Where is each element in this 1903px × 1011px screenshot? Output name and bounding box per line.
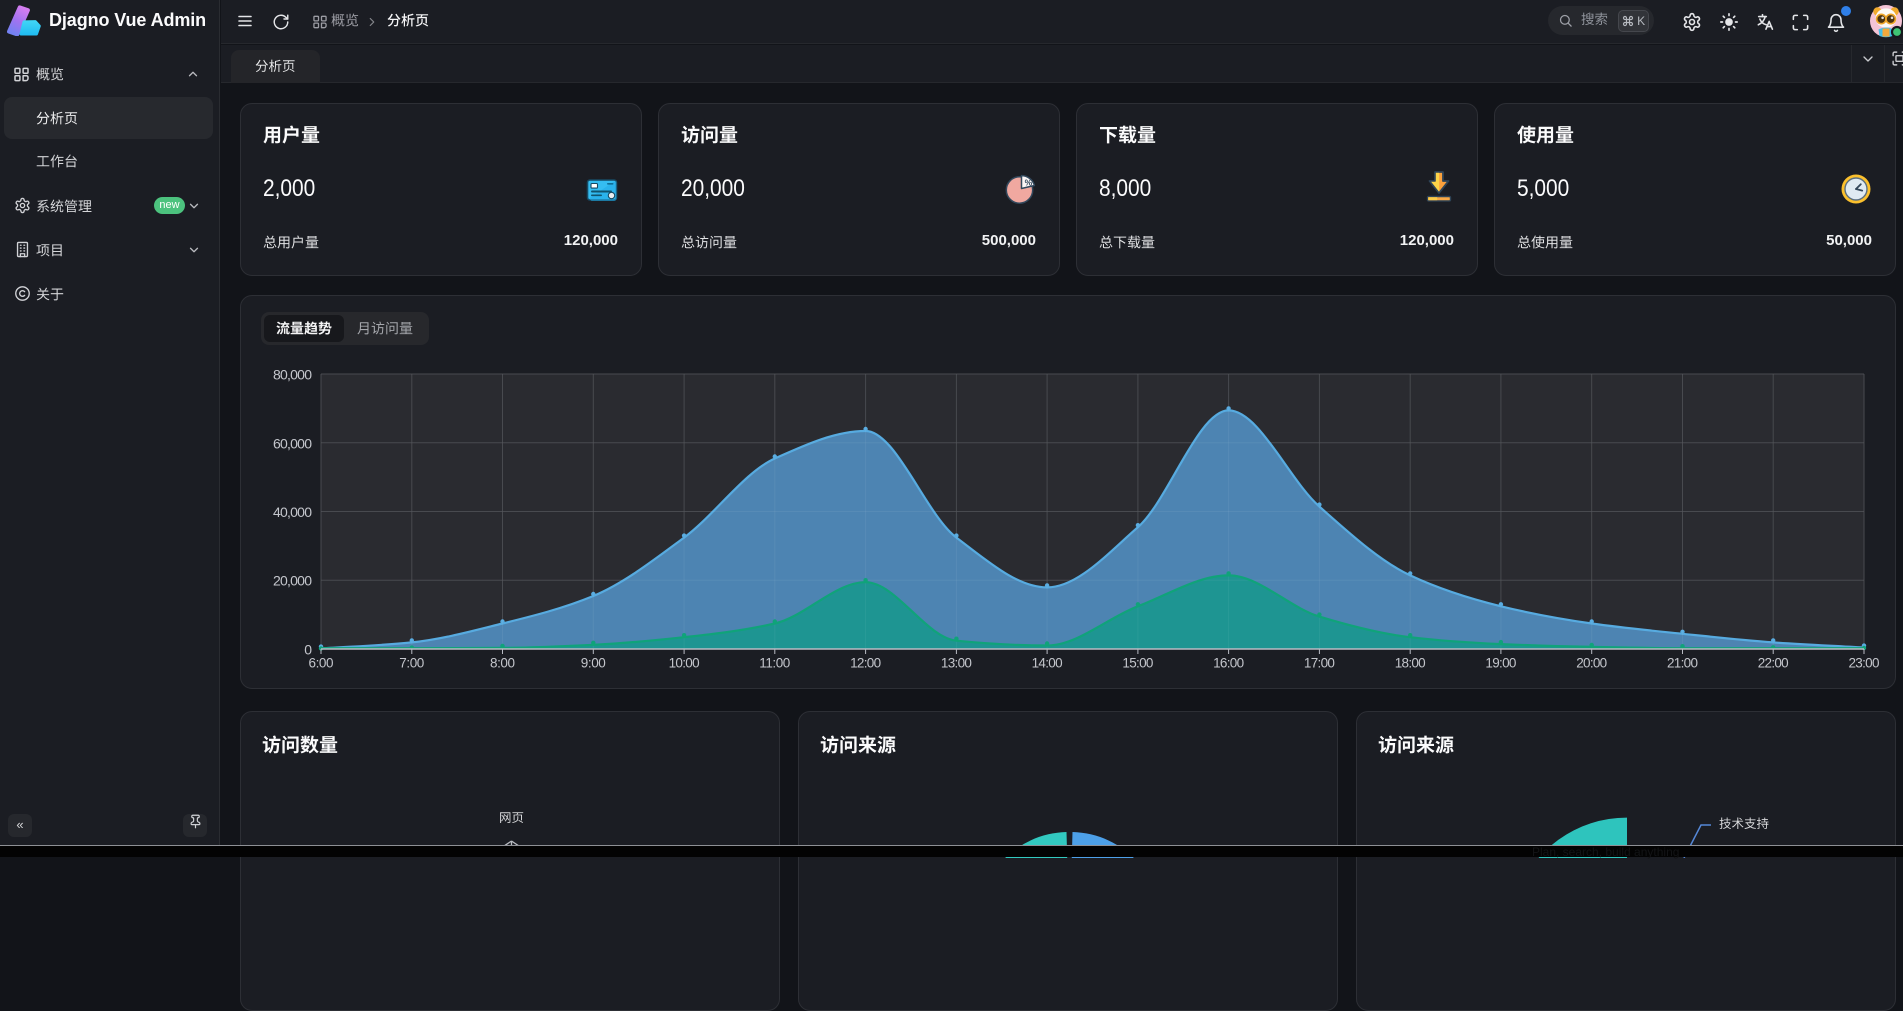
svg-text:12:00: 12:00 xyxy=(850,656,881,671)
svg-text:9:00: 9:00 xyxy=(581,656,606,671)
svg-text:20:00: 20:00 xyxy=(1576,656,1607,671)
svg-text:19:00: 19:00 xyxy=(1485,656,1516,671)
svg-text:0: 0 xyxy=(304,642,312,658)
svg-text:13:00: 13:00 xyxy=(941,656,972,671)
svg-text:10:00: 10:00 xyxy=(669,656,700,671)
svg-text:11:00: 11:00 xyxy=(759,656,790,671)
svg-text:40,000: 40,000 xyxy=(273,504,312,520)
svg-text:15:00: 15:00 xyxy=(1122,656,1153,671)
svg-text:6:00: 6:00 xyxy=(309,656,334,671)
svg-text:60,000: 60,000 xyxy=(273,435,312,451)
svg-text:20,000: 20,000 xyxy=(273,573,312,589)
svg-text:%: % xyxy=(1025,178,1033,188)
svg-text:23:00: 23:00 xyxy=(1849,656,1880,671)
svg-text:17:00: 17:00 xyxy=(1304,656,1335,671)
svg-text:80,000: 80,000 xyxy=(273,367,312,383)
svg-text:16:00: 16:00 xyxy=(1213,656,1244,671)
svg-text:21:00: 21:00 xyxy=(1667,656,1698,671)
svg-text:8:00: 8:00 xyxy=(490,656,515,671)
svg-text:14:00: 14:00 xyxy=(1032,656,1063,671)
svg-text:18:00: 18:00 xyxy=(1395,656,1426,671)
svg-text:22:00: 22:00 xyxy=(1758,656,1789,671)
svg-text:7:00: 7:00 xyxy=(399,656,424,671)
